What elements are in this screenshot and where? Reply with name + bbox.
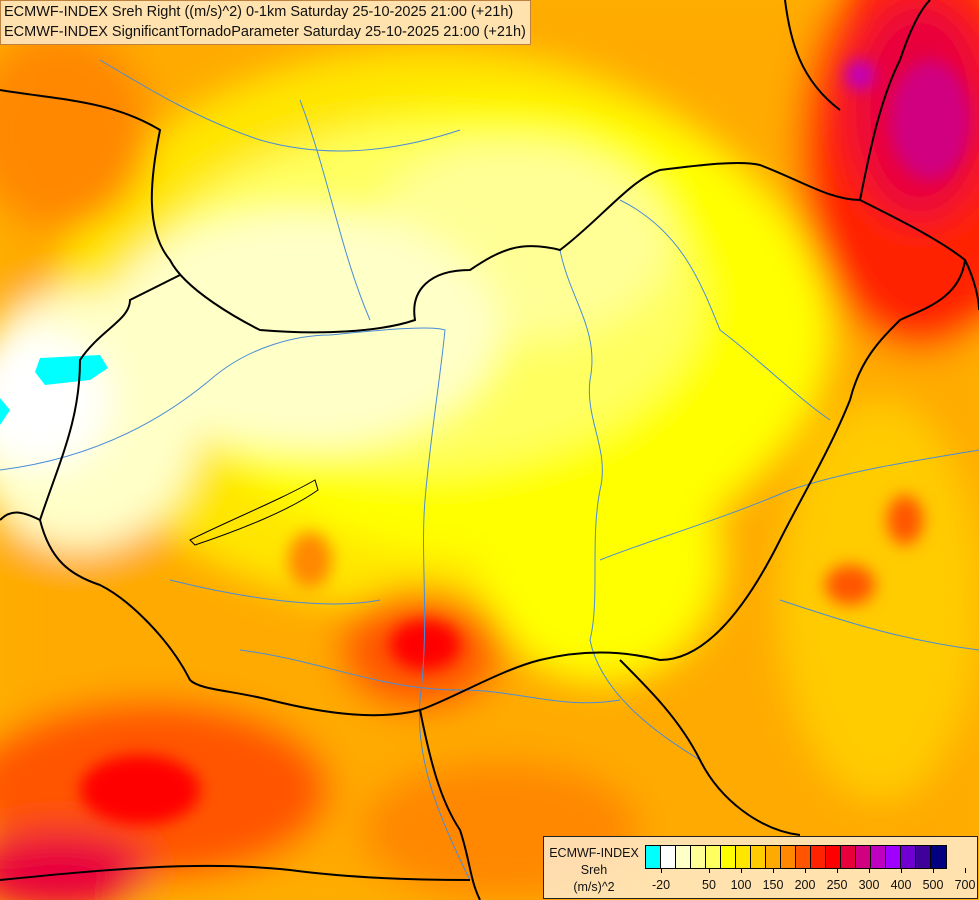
legend-swatch (916, 846, 931, 868)
legend-swatch (871, 846, 886, 868)
legend-tick-label: 200 (794, 878, 816, 892)
legend-tick-label: 50 (702, 878, 716, 892)
legend-swatch (676, 846, 691, 868)
legend-swatch (751, 846, 766, 868)
legend-tick-label: 400 (890, 878, 912, 892)
legend-ticks: -20 50 100 150 200 250 300 400 500 700 (645, 868, 975, 898)
legend-swatch (781, 846, 796, 868)
legend-tick-label: 150 (762, 878, 784, 892)
legend-swatch (856, 846, 871, 868)
cyan-patch-edge (0, 398, 10, 425)
legend-tick-label: 300 (858, 878, 880, 892)
legend-tick (805, 868, 806, 873)
legend-swatch (826, 846, 841, 868)
legend-tick (709, 868, 710, 873)
cyan-patch (35, 355, 108, 385)
legend-swatch (811, 846, 826, 868)
legend-tick (773, 868, 774, 873)
title-line-2: ECMWF-INDEX SignificantTornadoParameter … (4, 24, 526, 40)
legend-tick (741, 868, 742, 873)
legend-swatch (841, 846, 856, 868)
legend-swatch (931, 846, 946, 868)
legend-swatch (646, 846, 661, 868)
legend-swatch (661, 846, 676, 868)
legend-tick-label: 250 (826, 878, 848, 892)
legend-tick (965, 868, 966, 873)
legend-tick (837, 868, 838, 873)
legend-tick (901, 868, 902, 873)
legend-tick-label: 700 (954, 878, 976, 892)
legend-tick (661, 868, 662, 873)
legend-title: ECMWF-INDEX Sreh (m/s)^2 (546, 845, 642, 896)
legend-color-bar (645, 845, 947, 869)
legend-swatch (796, 846, 811, 868)
legend-swatch (901, 846, 916, 868)
legend-tick-label: 500 (922, 878, 944, 892)
legend-tick-label: -20 (651, 878, 671, 892)
lake-balaton (189, 479, 319, 546)
map-title-box: ECMWF-INDEX Sreh Right ((m/s)^2) 0-1km S… (0, 0, 531, 45)
legend-variable: Sreh (580, 863, 608, 877)
legend-swatch (691, 846, 706, 868)
legend-tick (869, 868, 870, 873)
legend-unit: (m/s)^2 (573, 880, 615, 894)
legend-tick-label: 100 (730, 878, 752, 892)
legend-model: ECMWF-INDEX (549, 846, 639, 860)
rivers (0, 59, 979, 881)
title-line-1: ECMWF-INDEX Sreh Right ((m/s)^2) 0-1km S… (4, 4, 514, 20)
legend-swatch (706, 846, 721, 868)
legend-swatch (736, 846, 751, 868)
legend-swatch (721, 846, 736, 868)
legend-swatch (766, 846, 781, 868)
legend-tick (933, 868, 934, 873)
legend-swatch (886, 846, 901, 868)
color-legend: ECMWF-INDEX Sreh (m/s)^2 -20 50 100 150 200 2… (543, 836, 978, 899)
